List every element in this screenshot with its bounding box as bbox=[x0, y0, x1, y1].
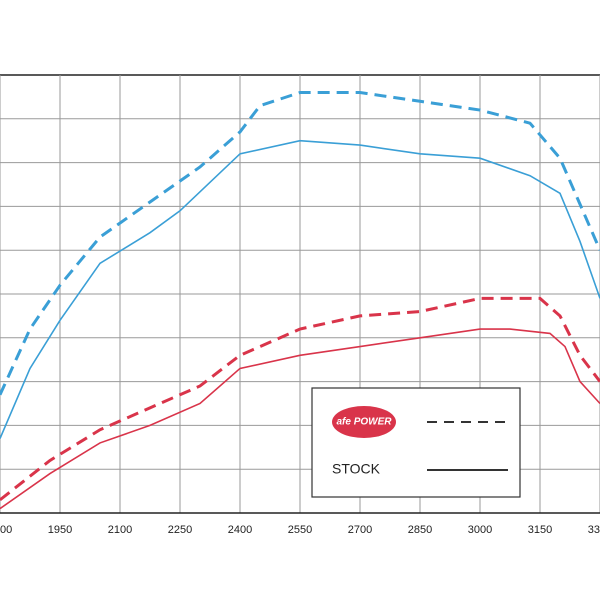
line bbox=[0, 296, 600, 502]
legend bbox=[311, 387, 521, 498]
x-tick-label: 2400 bbox=[228, 524, 252, 536]
x-tick-label: 2100 bbox=[108, 524, 132, 536]
line bbox=[0, 328, 600, 510]
x-tick-label: 1950 bbox=[48, 524, 72, 536]
line bbox=[0, 91, 600, 396]
logo bbox=[332, 406, 396, 438]
legend-label: STOCK bbox=[332, 461, 381, 477]
x-tick-label: 1800 bbox=[0, 524, 12, 536]
x-tick-label: 2700 bbox=[348, 524, 372, 536]
x-tick-label: 3000 bbox=[468, 524, 492, 536]
x-tick-label: 3300 bbox=[588, 524, 600, 536]
x-tick-label: 2550 bbox=[288, 524, 312, 536]
line bbox=[0, 139, 600, 439]
x-tick-label: 2850 bbox=[408, 524, 432, 536]
legend-label: afe POWER bbox=[336, 417, 392, 428]
x-tick-label: 3150 bbox=[528, 524, 552, 536]
x-tick-label: 2250 bbox=[168, 524, 192, 536]
